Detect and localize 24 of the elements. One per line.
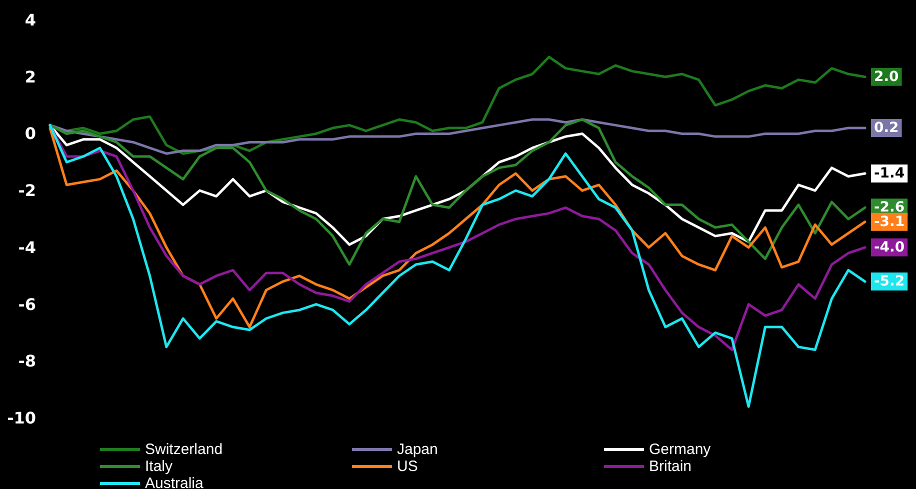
y-tick-label: -8 (18, 352, 36, 371)
data-label: -3.1 (874, 214, 905, 230)
data-label: -4.0 (874, 239, 905, 256)
legend-label: Switzerland (145, 441, 223, 458)
y-tick-label: -4 (18, 238, 36, 257)
data-label: -5.2 (874, 274, 905, 290)
legend-label: Italy (145, 458, 174, 475)
legend-label: Germany (649, 441, 712, 458)
y-tick-label: -10 (7, 408, 36, 428)
data-label: -1.4 (874, 166, 905, 182)
legend-label: Britain (649, 458, 692, 475)
data-label: -2.6 (874, 200, 905, 216)
legend-label: Australia (145, 475, 204, 489)
y-tick-label: 4 (24, 10, 36, 30)
line-series (48, 118, 866, 266)
legend-label: US (397, 458, 418, 475)
y-tick-label: -2 (18, 181, 36, 200)
y-tick-label: 0 (24, 124, 36, 144)
y-tick-label: 2 (24, 67, 36, 86)
data-label: 0.2 (874, 120, 899, 136)
y-tick-label: -6 (18, 294, 36, 314)
data-label: 2.0 (874, 68, 900, 85)
line-series (48, 124, 866, 408)
legend-label: Japan (397, 441, 438, 458)
